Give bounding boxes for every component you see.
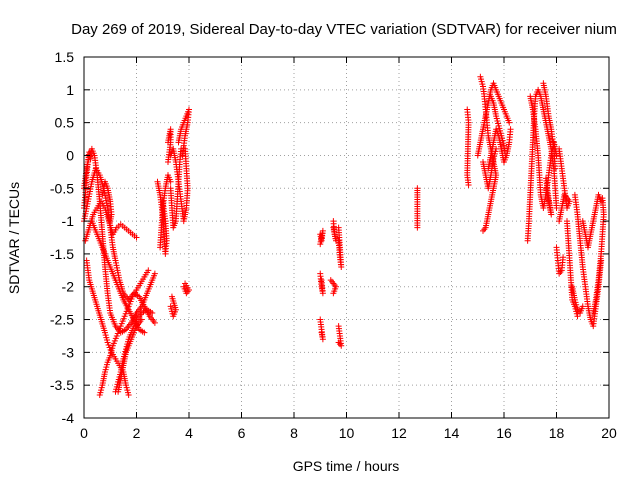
data-point [335,237,342,244]
y-tick-label: -4 [62,410,75,426]
y-tick-label: -3.5 [50,377,74,393]
data-point [151,270,158,277]
data-point [330,290,337,297]
data-point [318,277,325,284]
y-tick-label: -2 [62,279,75,295]
data-point [167,178,174,185]
x-tick-label: 10 [339,425,355,441]
data-point [507,126,514,133]
data-point [318,329,325,336]
data-point [87,155,94,162]
data-point [151,319,158,326]
data-point [133,234,140,241]
chart-title: Day 269 of 2019, Sidereal Day-to-day VTE… [71,21,617,38]
x-tick-label: 8 [290,425,298,441]
data-point [552,165,559,172]
data-point [579,303,586,310]
data-point [317,241,324,248]
x-tick-label: 12 [391,425,407,441]
data-point [560,254,567,261]
y-tick-label: 1.5 [55,49,75,65]
data-point [335,339,342,346]
data-point [574,313,581,320]
data-points [81,73,607,399]
y-tick-label: -1.5 [50,246,74,262]
data-point [543,175,549,182]
y-tick-label: -2.5 [50,312,74,328]
data-point [168,293,175,300]
data-point [599,195,606,202]
x-tick-label: 16 [496,425,512,441]
tick-layer: 0 2 4 6 8 10 12 14 16 18 20-4-3.5-3-2.5-2-1.5-1-0.… [50,49,617,441]
data-point [141,329,148,336]
data-point [330,224,337,231]
data-point [165,159,171,166]
data-point [556,218,563,225]
data-point [506,119,513,126]
x-tick-label: 14 [444,425,460,441]
data-point [553,204,560,211]
y-axis-label: SDTVAR / TECUs [6,182,22,294]
x-tick-label: 20 [601,425,617,441]
data-point [182,280,189,287]
data-point [493,145,500,152]
x-tick-label: 6 [238,425,246,441]
data-point [149,309,156,316]
y-tick-label: 0 [66,147,74,163]
x-tick-label: 0 [80,425,88,441]
data-point [179,152,186,159]
data-point [125,392,132,399]
data-point [502,152,509,159]
data-point [107,218,114,225]
data-point [145,267,152,274]
y-tick-label: -0.5 [50,180,74,196]
x-tick-label: 18 [549,425,565,441]
data-point [480,227,486,234]
data-point [414,224,421,231]
data-point [465,181,472,188]
y-tick-label: 1 [66,82,74,98]
x-tick-label: 4 [185,425,193,441]
y-tick-label: -1 [62,213,75,229]
y-tick-label: 0.5 [55,115,75,131]
grid-layer [84,57,609,418]
x-tick-label: 2 [133,425,141,441]
data-point [138,316,145,323]
x-axis-label: GPS time / hours [293,458,400,474]
y-tick-label: -3 [62,344,75,360]
